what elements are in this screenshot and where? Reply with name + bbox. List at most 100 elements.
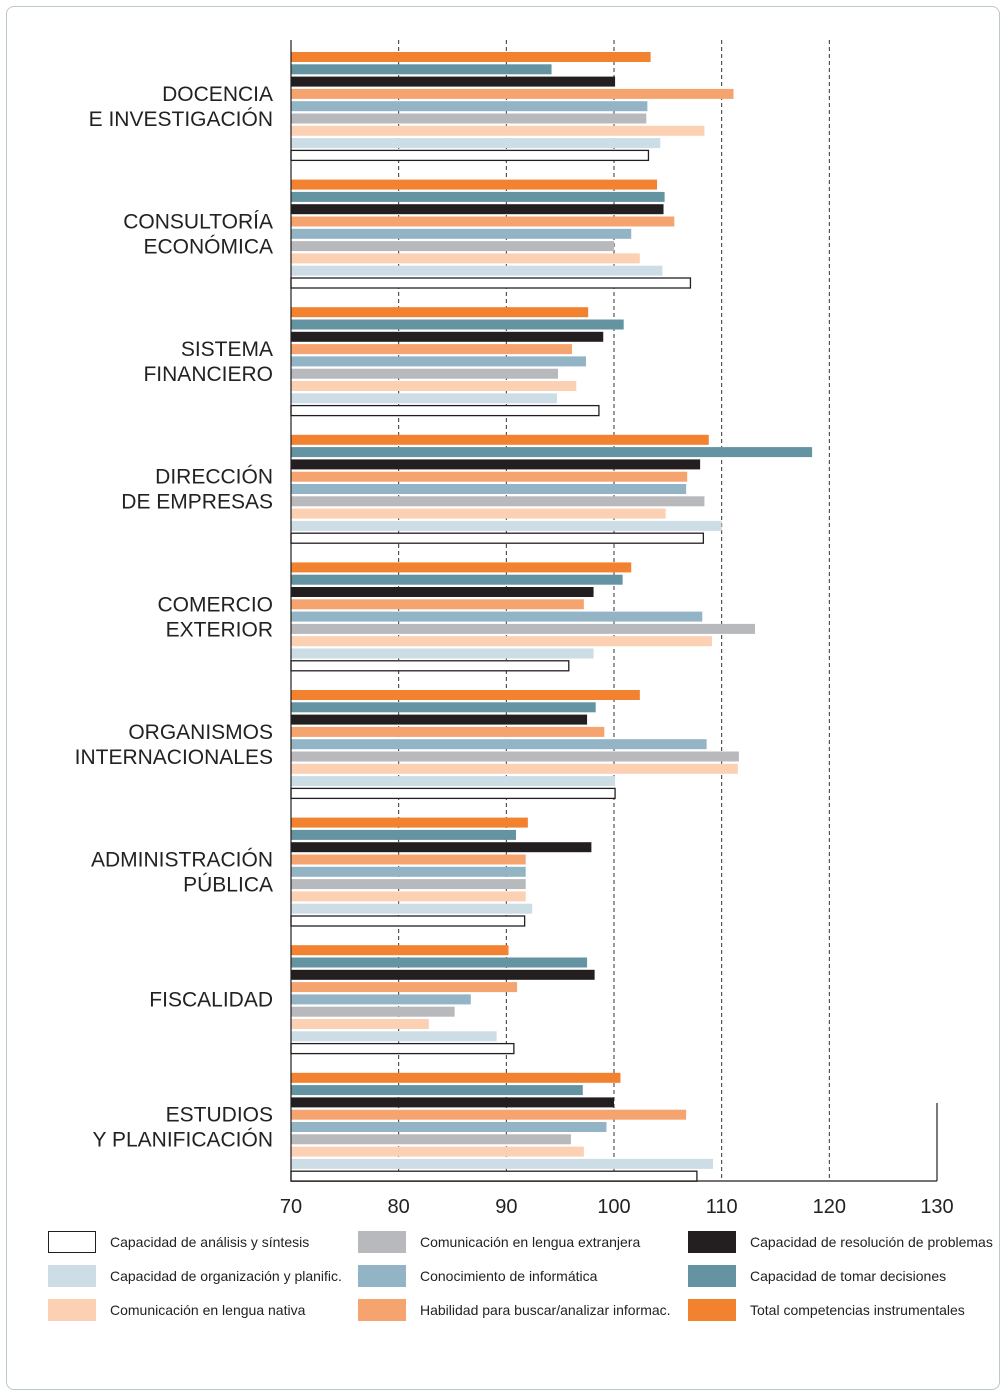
bar-1-8 <box>291 138 661 149</box>
legend-swatch <box>688 1231 736 1253</box>
legend-item-1: Capacidad de análisis y síntesis <box>48 1230 309 1254</box>
bar-3-3 <box>291 331 604 342</box>
bar-6-4 <box>291 726 605 737</box>
bar-3-6 <box>291 368 559 379</box>
legend-swatch <box>358 1265 406 1287</box>
bar-2-9 <box>290 277 692 289</box>
category-label-5-1: COMERCIO <box>158 593 274 616</box>
legend-swatch <box>48 1265 96 1287</box>
bar-9-1 <box>291 1072 621 1083</box>
bar-3-2 <box>291 319 624 330</box>
legend-swatch <box>48 1299 96 1321</box>
bar-7-8 <box>291 903 533 914</box>
bar-2-5 <box>291 228 632 239</box>
bar-9-4 <box>291 1109 687 1120</box>
legend-label: Comunicación en lengua nativa <box>110 1302 306 1318</box>
bar-4-8 <box>291 520 722 531</box>
bar-4-2 <box>291 447 813 458</box>
bar-3-7 <box>291 381 577 391</box>
chart-frame <box>6 6 1000 1390</box>
bar-4-4 <box>291 471 688 482</box>
bar-1-5 <box>291 101 648 112</box>
x-tick-label-130: 130 <box>920 1196 953 1218</box>
category-label-6-2: INTERNACIONALES <box>75 746 273 769</box>
category-label-4-1: DIRECCIÓN <box>155 466 273 489</box>
legend-swatch <box>48 1231 96 1253</box>
category-label-9-1: ESTUDIOS <box>166 1104 273 1127</box>
legend-item-7: Capacidad de resolución de problemas <box>688 1230 993 1254</box>
bar-6-7 <box>291 763 738 774</box>
legend-label: Capacidad de organización y planific. <box>110 1268 342 1284</box>
legend-label: Habilidad para buscar/analizar informac. <box>420 1302 671 1318</box>
bar-6-1 <box>291 690 640 700</box>
category-label-1-1: DOCENCIA <box>162 83 273 106</box>
bar-2-2 <box>291 191 665 202</box>
bar-2-7 <box>291 253 640 264</box>
bar-1-2 <box>291 64 552 75</box>
legend: Capacidad de análisis y síntesis Capacida… <box>48 1224 998 1364</box>
legend-label: Capacidad de análisis y síntesis <box>110 1234 310 1250</box>
bar-8-3 <box>291 969 595 980</box>
bar-6-8 <box>291 776 616 787</box>
legend-item-6: Habilidad para buscar/analizar informac. <box>358 1298 671 1322</box>
bar-3-5 <box>291 356 587 367</box>
category-label-5-2: EXTERIOR <box>166 618 273 641</box>
category-label-2-2: ECONÓMICA <box>143 235 273 258</box>
legend-item-9: Total competencias instrumentales <box>688 1298 965 1322</box>
bar-3-1 <box>291 307 589 318</box>
bar-7-7 <box>291 891 526 902</box>
x-tick-label-90: 90 <box>495 1196 517 1218</box>
bar-8-1 <box>291 945 509 956</box>
bar-8-9 <box>290 1042 515 1055</box>
legend-label: Capacidad de resolución de problemas <box>750 1234 993 1250</box>
bar-6-6 <box>291 751 739 762</box>
category-label-7-2: PÚBLICA <box>183 873 273 896</box>
bar-8-8 <box>291 1031 497 1042</box>
bar-3-9 <box>290 404 600 417</box>
bar-7-4 <box>291 854 526 865</box>
bar-5-8 <box>291 648 594 659</box>
bar-5-4 <box>291 599 584 610</box>
category-label-1-2: E INVESTIGACIÓN <box>89 108 273 131</box>
bar-1-3 <box>291 76 616 87</box>
bar-4-6 <box>291 496 705 507</box>
legend-label: Total competencias instrumentales <box>750 1302 965 1318</box>
bar-9-2 <box>291 1085 583 1096</box>
bar-5-2 <box>291 574 623 585</box>
bar-6-9 <box>290 787 616 800</box>
bar-6-2 <box>291 702 596 713</box>
bar-5-7 <box>291 636 712 647</box>
category-label-7-1: ADMINISTRACIÓN <box>91 848 273 871</box>
bar-9-5 <box>291 1122 607 1132</box>
bar-8-4 <box>291 982 518 993</box>
bar-7-9 <box>290 915 526 927</box>
legend-swatch <box>358 1231 406 1253</box>
legend-label: Capacidad de tomar decisiones <box>750 1268 947 1284</box>
category-label-3-1: SISTEMA <box>181 338 273 361</box>
bar-1-4 <box>291 88 734 99</box>
bar-7-3 <box>291 842 592 853</box>
bar-9-8 <box>291 1158 714 1169</box>
x-tick-label-100: 100 <box>597 1196 630 1218</box>
bar-9-3 <box>291 1097 614 1108</box>
bar-1-9 <box>290 149 650 162</box>
bar-4-5 <box>291 484 687 494</box>
bar-8-7 <box>291 1019 429 1029</box>
bar-7-5 <box>291 866 526 877</box>
bar-4-9 <box>290 532 705 544</box>
legend-item-5: Conocimiento de informática <box>358 1264 597 1288</box>
bar-7-6 <box>291 879 526 890</box>
bar-2-8 <box>291 265 663 276</box>
category-label-2-1: CONSULTORÍA <box>123 210 273 233</box>
bar-2-6 <box>291 241 614 252</box>
category-label-6-1: ORGANISMOS <box>128 721 273 744</box>
legend-item-3: Comunicación en lengua nativa <box>48 1298 305 1322</box>
category-label-8: FISCALIDAD <box>149 989 273 1012</box>
bar-5-3 <box>291 587 594 597</box>
bar-5-5 <box>291 611 703 622</box>
legend-label: Comunicación en lengua extranjera <box>420 1234 641 1250</box>
legend-item-8: Capacidad de tomar decisiones <box>688 1264 946 1288</box>
bar-1-6 <box>291 113 647 124</box>
bar-9-9 <box>290 1170 698 1182</box>
